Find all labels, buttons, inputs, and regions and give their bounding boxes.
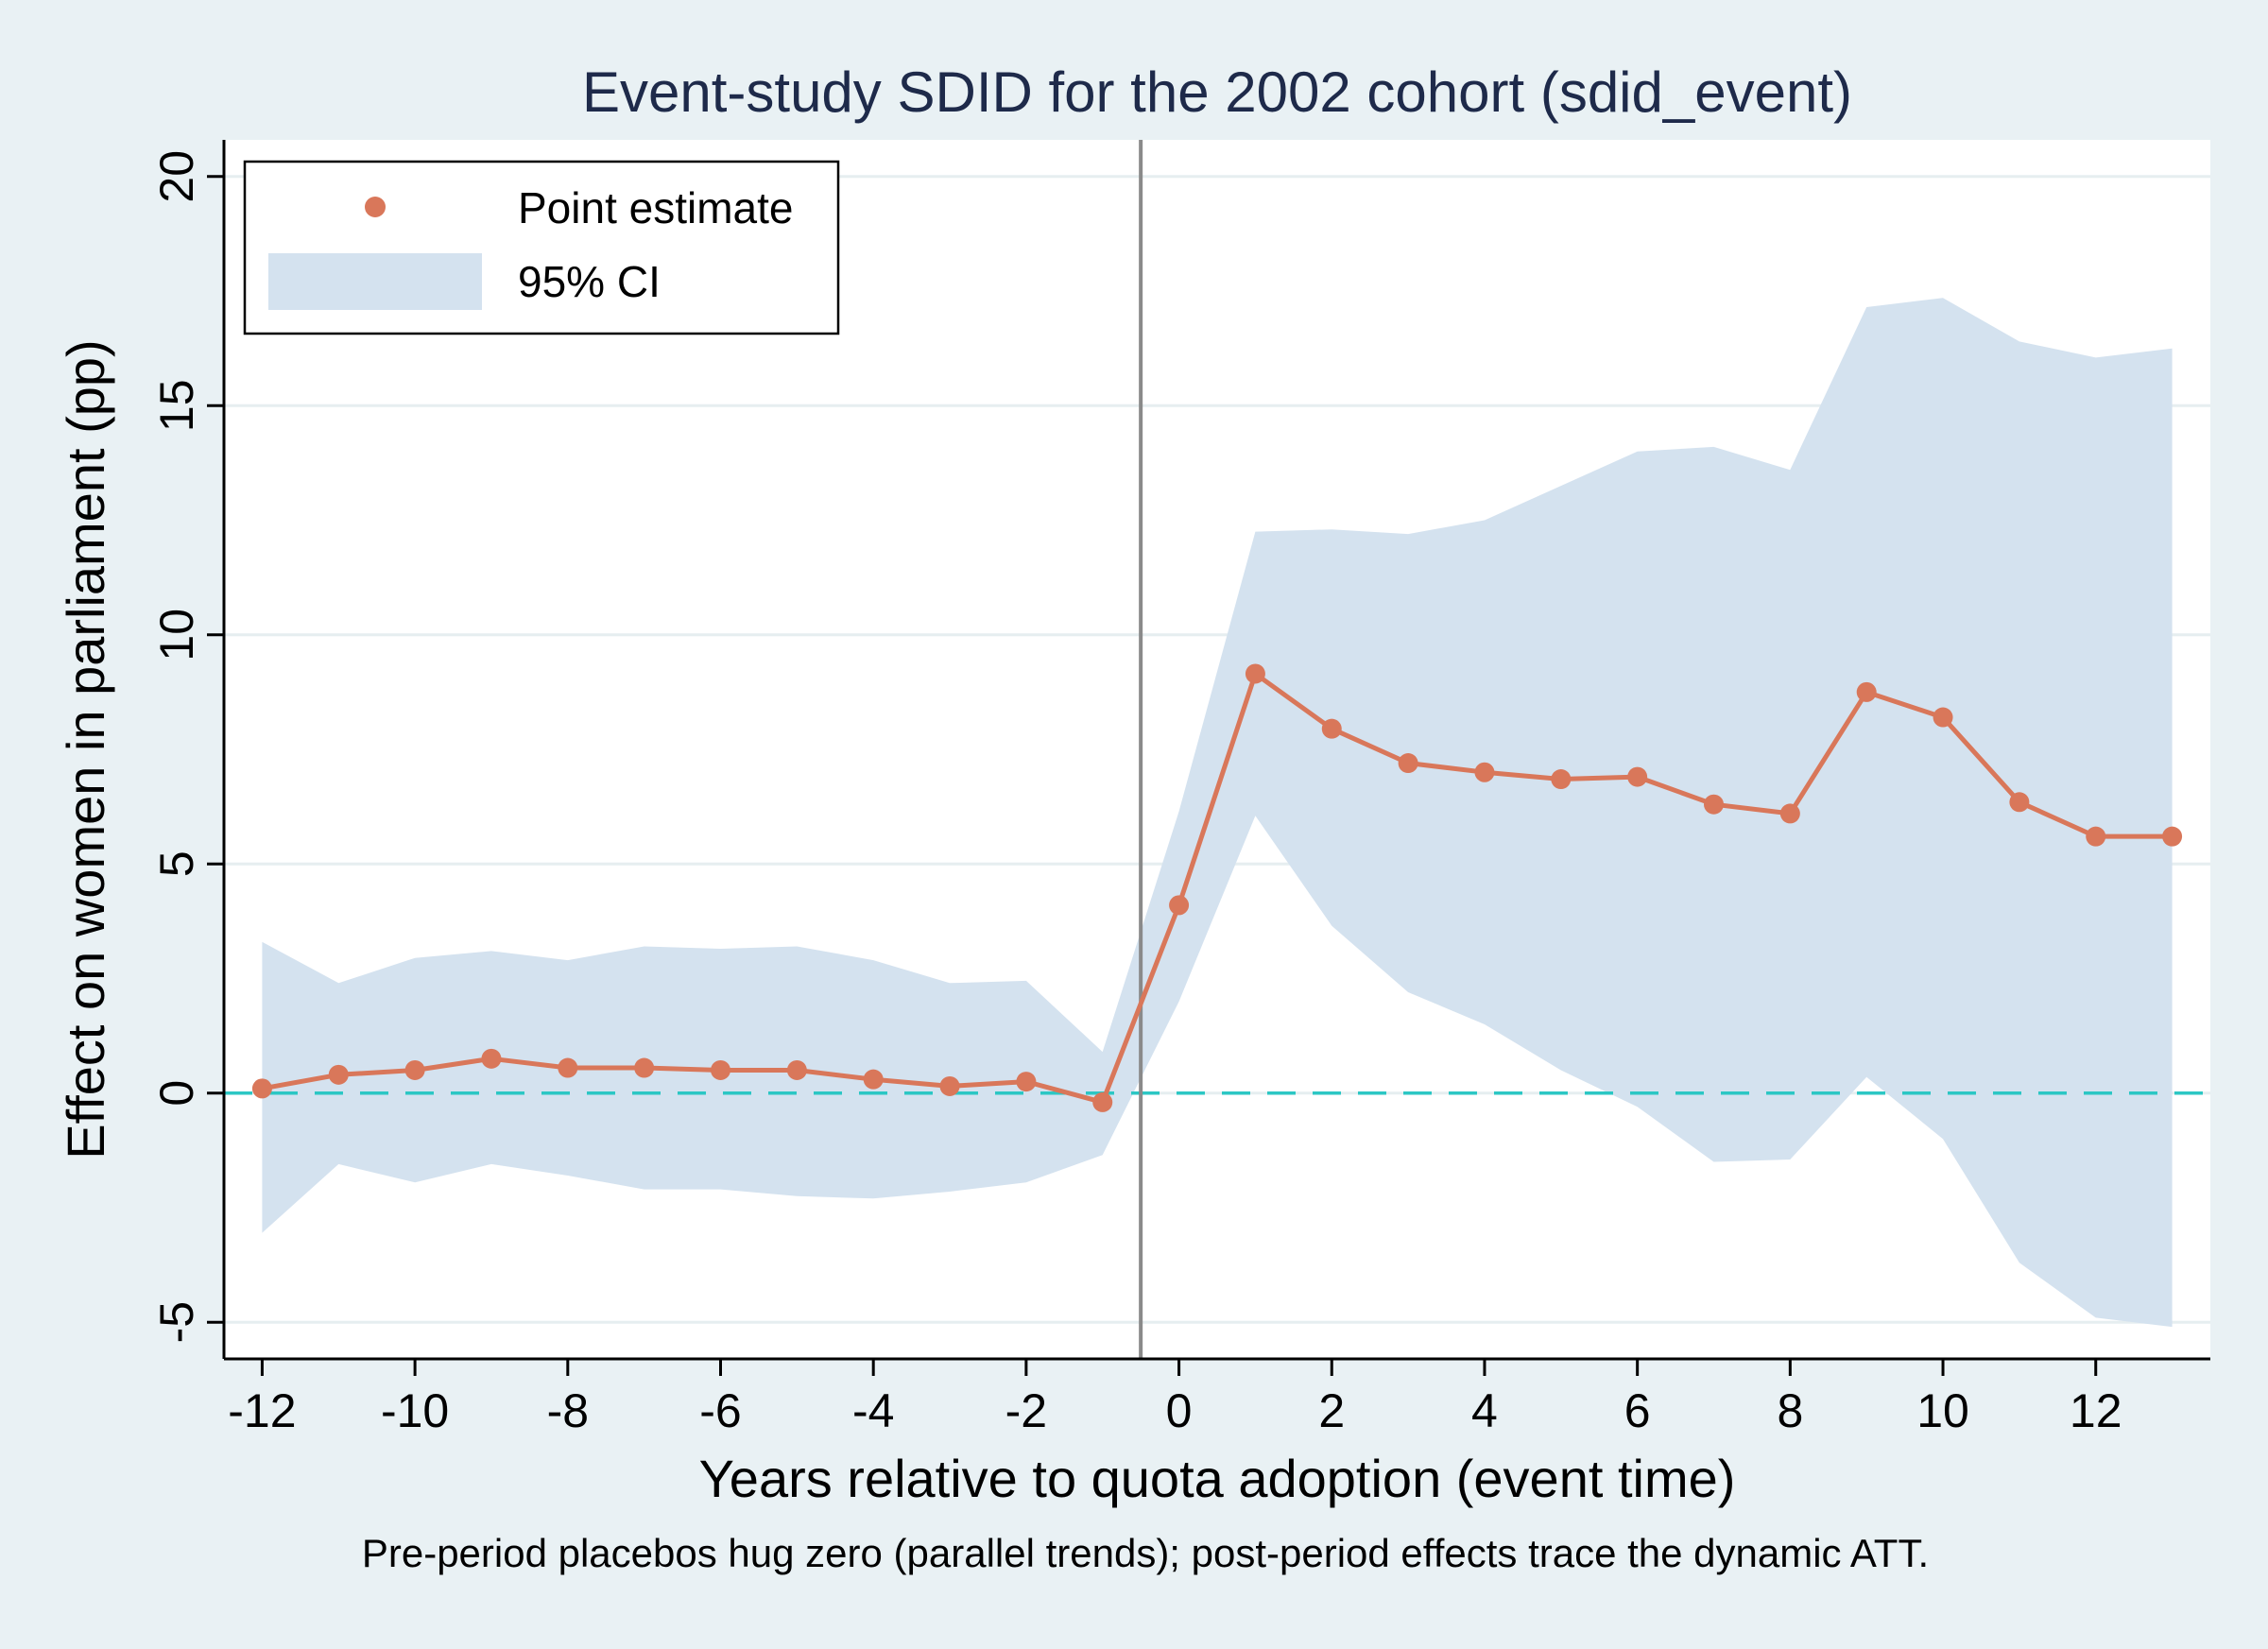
point-estimate-marker <box>251 1078 272 1099</box>
point-estimate-marker <box>1016 1072 1037 1092</box>
chart-title: Event-study SDID for the 2002 cohort (sd… <box>582 60 1852 124</box>
y-tick-label: 20 <box>150 150 203 203</box>
point-estimate-marker <box>1779 803 1800 824</box>
y-tick-label: 5 <box>150 850 203 877</box>
y-axis-title: Effect on women in parliament (pp) <box>56 339 115 1159</box>
point-estimate-marker <box>1627 766 1648 787</box>
point-estimate-marker <box>2162 826 2183 847</box>
reference-lines <box>224 140 2210 1359</box>
point-estimate-marker <box>1321 718 1342 739</box>
point-estimate-line-layer <box>261 671 2173 1105</box>
legend-point-marker <box>365 197 386 217</box>
point-estimate-marker <box>2009 792 2030 813</box>
x-tick-label: -2 <box>1005 1384 1047 1437</box>
point-estimate-marker <box>481 1048 502 1069</box>
point-estimate-marker <box>404 1059 425 1080</box>
y-tick-label: 10 <box>150 609 203 661</box>
point-estimate-marker <box>711 1059 730 1080</box>
point-estimate-marker <box>1474 762 1495 782</box>
x-tick-label: -10 <box>381 1384 449 1437</box>
axes: -12 -10 -8 -6 -4 -2 0 2 4 6 8 10 12 -5 0 5 10 15 20 <box>150 140 2210 1437</box>
x-axis-title: Years relative to quota adoption (event … <box>699 1449 1736 1508</box>
point-estimate-marker <box>1933 707 1953 728</box>
x-tick-label: 0 <box>1166 1384 1193 1437</box>
point-estimate-marker <box>1704 794 1724 815</box>
point-estimate-marker <box>558 1057 578 1078</box>
point-estimate-marker <box>1169 895 1190 916</box>
point-estimate-line <box>261 671 2173 1105</box>
legend-ci-swatch <box>268 253 482 310</box>
x-tick-label: -8 <box>547 1384 589 1437</box>
x-tick-label: 6 <box>1624 1384 1651 1437</box>
point-estimate-marker <box>1092 1091 1113 1112</box>
point-estimate-marker <box>1398 753 1418 774</box>
point-estimate-marker <box>1245 663 1265 684</box>
point-estimate-marker <box>1551 769 1572 790</box>
legend-point-label: Point estimate <box>518 183 793 232</box>
x-tick-label: 12 <box>2070 1384 2122 1437</box>
chart-note: Pre-period placebos hug zero (parallel t… <box>362 1531 1929 1575</box>
point-estimate-marker <box>863 1069 884 1090</box>
legend-ci-label: 95% CI <box>518 257 661 306</box>
x-tick-label: 8 <box>1777 1384 1803 1437</box>
point-estimate-markers <box>251 663 2183 1112</box>
x-tick-label: 2 <box>1318 1384 1345 1437</box>
x-tick-label: 10 <box>1916 1384 1969 1437</box>
y-tick-label: 15 <box>150 379 203 432</box>
point-estimate-marker <box>328 1064 349 1085</box>
point-estimate-marker <box>2086 826 2106 847</box>
x-tick-label: -6 <box>699 1384 741 1437</box>
point-estimate-marker <box>786 1059 807 1080</box>
y-tick-label: -5 <box>150 1301 203 1343</box>
x-tick-label: -4 <box>852 1384 894 1437</box>
x-tick-label: -12 <box>228 1384 296 1437</box>
point-estimate-marker <box>939 1075 960 1096</box>
legend: Point estimate 95% CI <box>243 160 840 335</box>
x-tick-label: 4 <box>1471 1384 1498 1437</box>
point-estimate-marker <box>1856 681 1877 702</box>
y-tick-label: 0 <box>150 1080 203 1107</box>
point-estimate-marker <box>634 1057 655 1078</box>
legend-box <box>243 160 840 335</box>
